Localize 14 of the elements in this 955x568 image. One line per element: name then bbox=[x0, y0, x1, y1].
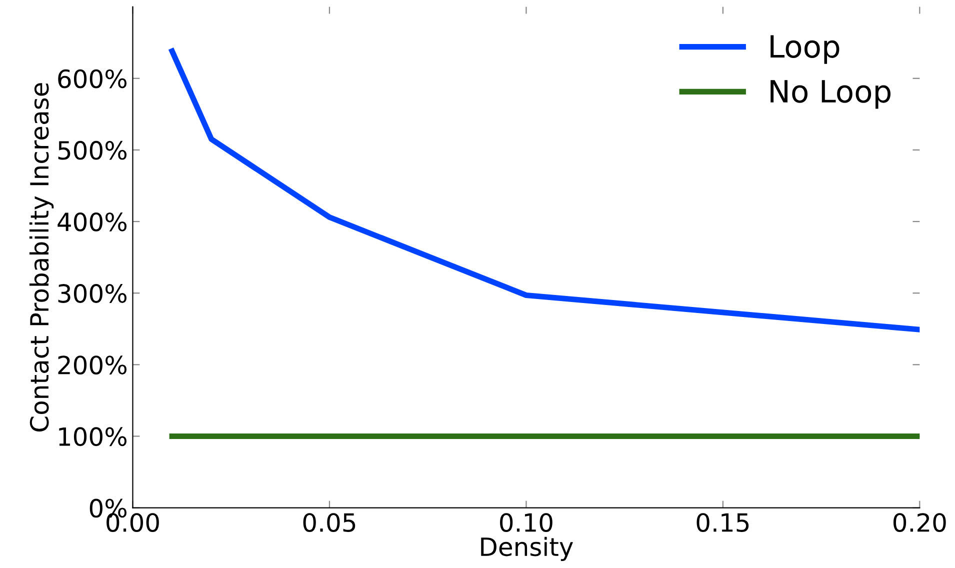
y-tick-label: 200% bbox=[58, 356, 127, 375]
x-tick-label: 0.20 bbox=[893, 513, 946, 532]
y-tick-label: 600% bbox=[58, 69, 127, 88]
y-tick-label: 400% bbox=[58, 212, 127, 232]
legend-label: No Loop bbox=[770, 80, 890, 109]
legend-label: Loop bbox=[770, 35, 840, 64]
x-tick-label: 0.05 bbox=[303, 513, 356, 532]
y-tick-label: 500% bbox=[58, 140, 127, 160]
y-tick-label: 300% bbox=[58, 284, 127, 303]
x-axis-title: Density bbox=[481, 536, 573, 562]
x-tick-label: 0.10 bbox=[500, 513, 552, 532]
x-tick-label: 0.15 bbox=[696, 513, 749, 532]
y-tick-label: 100% bbox=[59, 427, 127, 446]
y-axis-title: Contact Probability Increase bbox=[29, 83, 54, 432]
